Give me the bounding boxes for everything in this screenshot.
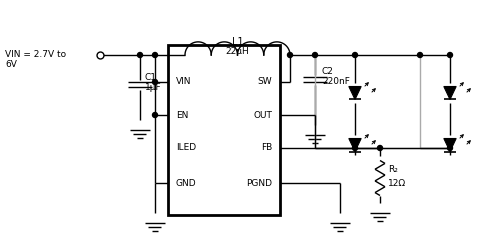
Text: VIN = 2.7V to
6V: VIN = 2.7V to 6V — [5, 50, 66, 69]
Circle shape — [152, 79, 157, 85]
Circle shape — [152, 52, 157, 58]
Circle shape — [377, 146, 382, 150]
Text: 220nF: 220nF — [322, 77, 350, 86]
Text: 22μH: 22μH — [225, 47, 249, 56]
Circle shape — [353, 52, 358, 58]
Text: VIN: VIN — [176, 78, 191, 87]
Text: PGND: PGND — [246, 179, 272, 188]
Circle shape — [447, 146, 452, 150]
Bar — [168, 45, 280, 215]
Polygon shape — [444, 139, 456, 151]
Circle shape — [417, 52, 422, 58]
Text: C1: C1 — [145, 72, 157, 81]
Circle shape — [353, 146, 358, 150]
Text: SW: SW — [258, 78, 272, 87]
Text: FB: FB — [261, 144, 272, 153]
Circle shape — [152, 113, 157, 118]
Text: EN: EN — [176, 111, 188, 120]
Circle shape — [288, 52, 293, 58]
Polygon shape — [444, 87, 456, 99]
Circle shape — [137, 52, 142, 58]
Polygon shape — [349, 87, 361, 99]
Circle shape — [447, 52, 452, 58]
Text: GND: GND — [176, 179, 196, 188]
Text: 12Ω: 12Ω — [388, 179, 406, 188]
Text: L1: L1 — [231, 37, 243, 47]
Text: 1μF: 1μF — [145, 83, 162, 92]
Circle shape — [313, 52, 318, 58]
Text: C2: C2 — [322, 67, 334, 76]
Text: R₂: R₂ — [388, 165, 398, 174]
Text: ILED: ILED — [176, 144, 196, 153]
Polygon shape — [349, 139, 361, 151]
Text: OUT: OUT — [253, 111, 272, 120]
